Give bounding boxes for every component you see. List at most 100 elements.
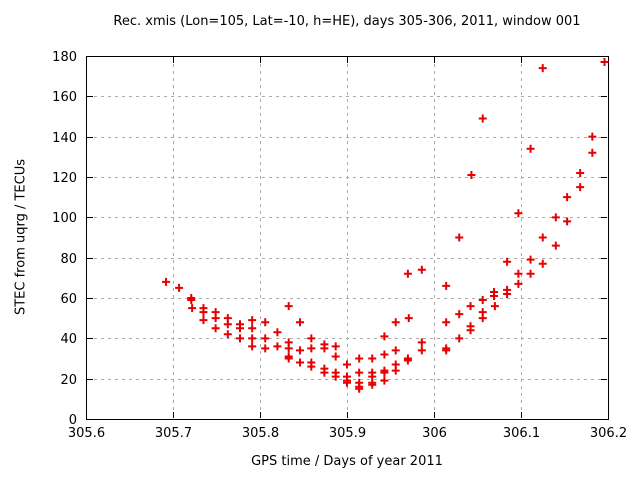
data-point xyxy=(455,334,464,343)
data-point xyxy=(466,302,475,311)
data-point xyxy=(514,269,523,278)
data-point xyxy=(538,233,547,242)
data-point xyxy=(478,314,487,323)
data-point xyxy=(538,64,547,73)
data-point xyxy=(355,368,364,377)
data-point xyxy=(455,310,464,319)
data-point xyxy=(261,318,270,327)
data-point xyxy=(551,213,560,222)
data-point xyxy=(355,354,364,363)
data-point xyxy=(188,304,197,313)
data-point xyxy=(467,170,476,179)
data-point xyxy=(248,324,257,333)
data-point xyxy=(223,320,232,329)
x-axis-title: GPS time / Days of year 2011 xyxy=(251,454,443,469)
x-tick-label: 306.1 xyxy=(503,426,540,441)
y-tick-label: 80 xyxy=(60,252,77,267)
data-point xyxy=(199,316,208,325)
data-point xyxy=(526,269,535,278)
x-tick-label: 305.8 xyxy=(242,426,279,441)
data-point xyxy=(403,269,412,278)
data-point xyxy=(211,314,220,323)
data-point xyxy=(503,289,512,298)
data-point xyxy=(466,326,475,335)
data-point xyxy=(588,148,597,157)
data-point xyxy=(490,291,499,300)
data-point xyxy=(331,352,340,361)
x-tick-label: 305.6 xyxy=(68,426,105,441)
data-point xyxy=(391,366,400,375)
data-point xyxy=(576,183,585,192)
y-tick-label: 40 xyxy=(60,332,77,347)
data-point xyxy=(417,346,426,355)
data-point xyxy=(576,168,585,177)
data-point xyxy=(261,344,270,353)
data-point xyxy=(248,334,257,343)
x-tick-label: 306 xyxy=(422,426,447,441)
data-point xyxy=(343,378,351,387)
y-tick-label: 120 xyxy=(52,171,77,186)
data-point xyxy=(261,334,270,343)
data-point xyxy=(284,344,293,353)
data-point xyxy=(563,217,572,226)
data-point xyxy=(248,316,257,325)
data-point xyxy=(355,384,364,393)
data-point xyxy=(296,318,305,327)
data-point xyxy=(199,308,208,317)
data-point xyxy=(391,318,400,327)
data-point xyxy=(368,354,377,363)
data-point xyxy=(455,233,464,242)
data-point xyxy=(331,372,340,381)
data-point xyxy=(307,344,316,353)
data-point xyxy=(380,350,389,359)
y-tick-label: 60 xyxy=(60,292,77,307)
data-point xyxy=(503,257,512,266)
data-point xyxy=(417,338,426,347)
data-point xyxy=(404,314,413,323)
data-point xyxy=(211,324,220,333)
plot-border xyxy=(86,56,609,420)
data-point xyxy=(175,283,184,292)
x-tick-label: 305.9 xyxy=(329,426,366,441)
data-point xyxy=(442,281,451,290)
data-point xyxy=(162,277,171,286)
y-tick-label: 140 xyxy=(52,131,77,146)
data-point xyxy=(343,360,351,369)
data-point xyxy=(284,354,293,363)
data-point xyxy=(490,302,499,311)
data-point xyxy=(380,376,389,385)
data-point xyxy=(248,342,257,351)
data-point xyxy=(284,302,293,311)
data-point xyxy=(538,259,547,268)
x-tick-label: 306.2 xyxy=(590,426,627,441)
data-point xyxy=(403,356,412,365)
data-point xyxy=(600,58,609,67)
data-point xyxy=(563,193,572,202)
data-point xyxy=(273,328,282,337)
chart-title: Rec. xmis (Lon=105, Lat=-10, h=HE), days… xyxy=(113,14,581,29)
data-point xyxy=(223,330,232,339)
y-tick-label: 180 xyxy=(52,50,77,65)
data-point xyxy=(307,334,316,343)
data-point xyxy=(526,255,535,264)
y-tick-label: 0 xyxy=(69,413,77,428)
data-point xyxy=(380,368,389,377)
data-point xyxy=(296,346,305,355)
data-point xyxy=(478,296,487,305)
data-point xyxy=(320,368,329,377)
data-point xyxy=(307,362,316,371)
data-point xyxy=(514,209,523,218)
data-point xyxy=(235,334,244,343)
data-point xyxy=(417,265,426,274)
data-point xyxy=(368,380,377,389)
y-tick-label: 160 xyxy=(52,90,77,105)
data-point xyxy=(478,114,487,123)
data-point xyxy=(442,318,451,327)
data-point xyxy=(391,346,400,355)
y-tick-label: 100 xyxy=(52,211,77,226)
data-point xyxy=(273,342,282,351)
data-point xyxy=(331,342,340,351)
y-tick-label: 20 xyxy=(60,373,77,388)
